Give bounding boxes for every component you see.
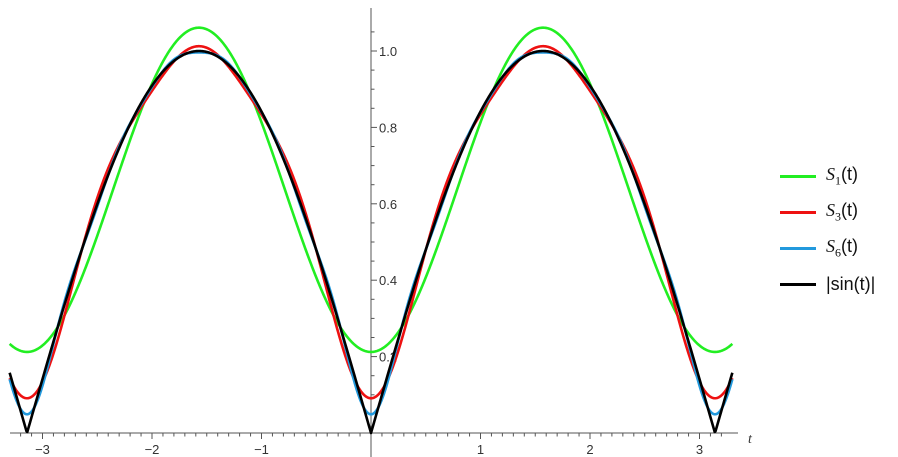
series-layer — [8, 26, 734, 435]
series-line-4 — [8, 49, 734, 435]
legend-item: S3(t) — [780, 194, 875, 230]
x-tick-label: −2 — [145, 442, 160, 457]
x-axis: −3 −2 −1 1 2 3 — [10, 432, 738, 457]
x-tick-label: 3 — [696, 442, 703, 457]
y-tick-label: 0.8 — [379, 120, 397, 135]
y-tick-label: 0.6 — [379, 197, 397, 212]
series-line-1 — [8, 26, 734, 354]
legend-swatch — [780, 246, 816, 250]
y-axis: 0.20.40.60.81.0 — [370, 8, 397, 457]
legend-label: S6(t) — [826, 235, 858, 260]
x-tick-label: −3 — [35, 442, 50, 457]
x-tick-label: 2 — [586, 442, 593, 457]
legend: S1(t) S3(t) S6(t) |sin(t)| — [780, 158, 875, 302]
x-tick-label: 1 — [477, 442, 484, 457]
legend-item: |sin(t)| — [780, 266, 875, 302]
x-axis-title: t — [748, 432, 753, 447]
x-tick-label: −1 — [254, 442, 269, 457]
legend-swatch — [780, 174, 816, 178]
legend-label: S1(t) — [826, 163, 858, 188]
legend-item: S6(t) — [780, 230, 875, 266]
legend-item: S1(t) — [780, 158, 875, 194]
legend-label: |sin(t)| — [826, 273, 876, 294]
legend-swatch — [780, 210, 816, 214]
legend-swatch — [780, 282, 816, 286]
legend-label: S3(t) — [826, 199, 858, 224]
y-tick-label: 1.0 — [379, 44, 397, 59]
y-tick-label: 0.4 — [379, 273, 397, 288]
